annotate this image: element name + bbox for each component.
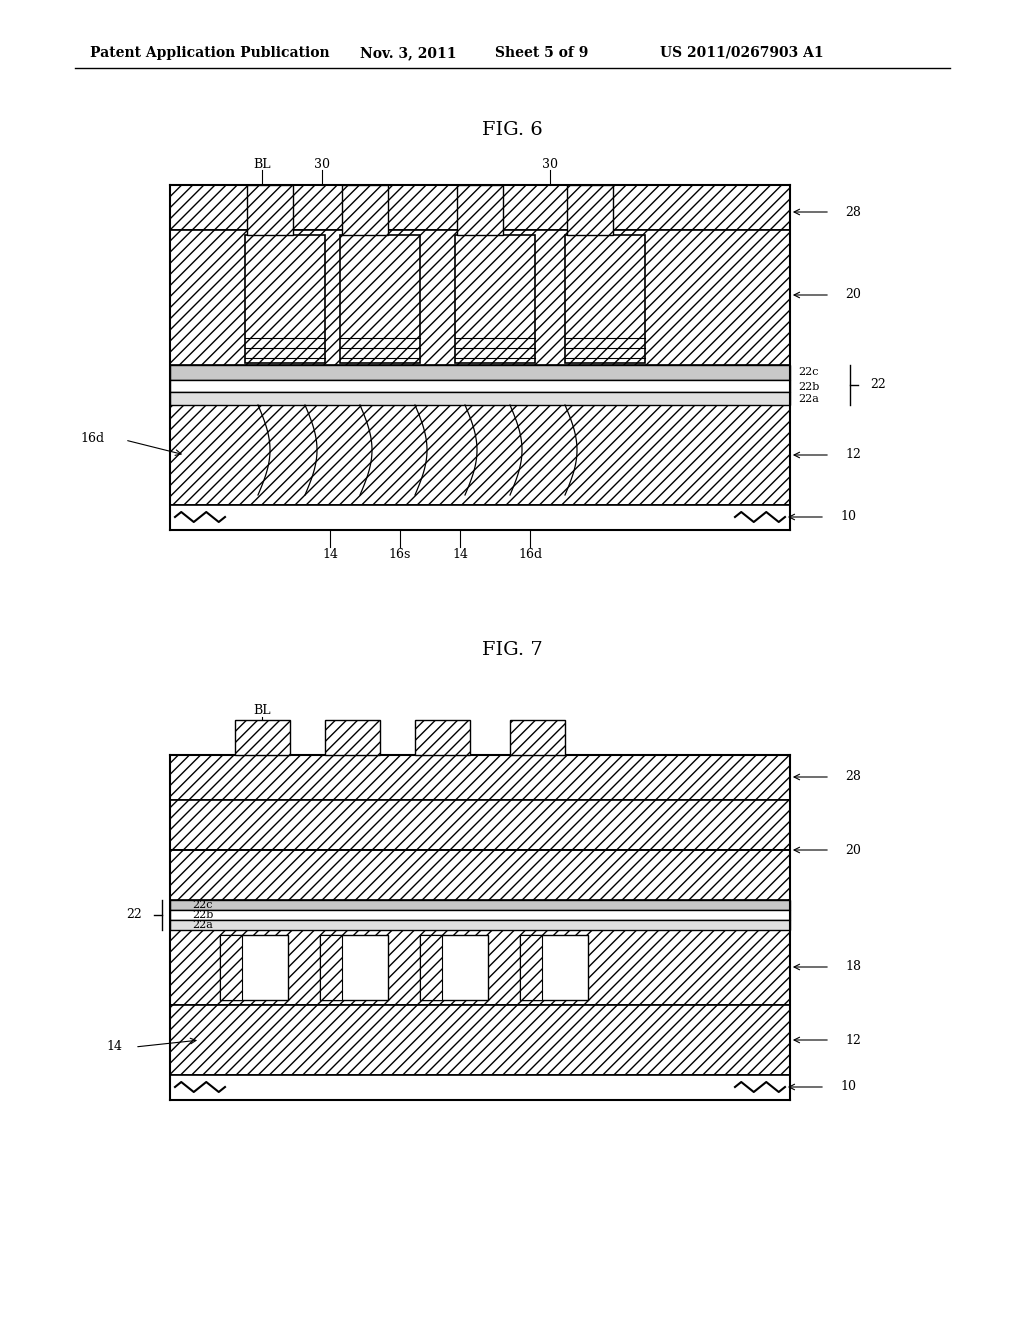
Bar <box>170 1005 790 1074</box>
Text: 28: 28 <box>845 206 861 219</box>
Bar <box>170 230 790 366</box>
Text: 14: 14 <box>452 549 468 561</box>
Text: 20: 20 <box>845 843 861 857</box>
Bar <box>170 1074 790 1100</box>
Text: 14: 14 <box>106 1040 122 1053</box>
Bar <box>170 920 790 931</box>
Bar <box>170 405 790 506</box>
Bar <box>170 931 790 1005</box>
Text: 12: 12 <box>845 1034 861 1047</box>
Text: 16s: 16s <box>389 549 412 561</box>
Text: 22: 22 <box>870 379 886 392</box>
Bar <box>170 800 790 850</box>
Text: 12: 12 <box>845 449 861 462</box>
Text: 30: 30 <box>542 158 558 172</box>
Bar <box>170 909 790 920</box>
Bar <box>457 185 503 235</box>
Text: 28: 28 <box>845 771 861 784</box>
Text: Nov. 3, 2011: Nov. 3, 2011 <box>360 46 457 59</box>
Text: 22a: 22a <box>798 393 819 404</box>
Text: BL: BL <box>253 158 270 172</box>
Bar <box>520 935 588 1001</box>
Text: 18: 18 <box>845 961 861 974</box>
Bar <box>455 235 535 363</box>
Text: 14: 14 <box>322 549 338 561</box>
Bar <box>220 935 242 1001</box>
Text: 22: 22 <box>126 908 142 921</box>
Bar <box>325 719 380 755</box>
Bar <box>170 185 790 230</box>
Text: 10: 10 <box>840 1081 856 1093</box>
Text: Patent Application Publication: Patent Application Publication <box>90 46 330 59</box>
Bar <box>520 935 542 1001</box>
Bar <box>247 185 293 235</box>
Text: US 2011/0267903 A1: US 2011/0267903 A1 <box>660 46 823 59</box>
Bar <box>342 185 388 235</box>
Bar <box>170 506 790 531</box>
Bar <box>170 366 790 380</box>
Text: 22a: 22a <box>193 920 213 931</box>
Bar <box>420 935 488 1001</box>
Bar <box>420 935 442 1001</box>
Bar <box>567 185 613 235</box>
Bar <box>565 235 645 363</box>
Text: FIG. 6: FIG. 6 <box>481 121 543 139</box>
Text: Sheet 5 of 9: Sheet 5 of 9 <box>495 46 589 59</box>
Bar <box>170 850 790 900</box>
Bar <box>170 392 790 405</box>
Bar <box>319 935 342 1001</box>
Bar <box>245 235 325 363</box>
Bar <box>319 935 388 1001</box>
Text: 16d: 16d <box>518 549 542 561</box>
Text: 22c: 22c <box>193 900 213 909</box>
Bar <box>340 235 420 363</box>
Text: 10: 10 <box>840 511 856 524</box>
Text: 16d: 16d <box>81 432 105 445</box>
Text: 22b: 22b <box>798 381 819 392</box>
Bar <box>510 719 565 755</box>
Bar <box>170 380 790 392</box>
Bar <box>170 900 790 909</box>
Bar <box>220 935 288 1001</box>
Text: 20: 20 <box>845 289 861 301</box>
Text: 22b: 22b <box>193 909 213 920</box>
Text: BL: BL <box>253 704 270 717</box>
Bar <box>170 755 790 800</box>
Text: 22c: 22c <box>798 367 818 378</box>
Bar <box>415 719 470 755</box>
Bar <box>234 719 290 755</box>
Text: FIG. 7: FIG. 7 <box>481 642 543 659</box>
Text: 30: 30 <box>314 158 330 172</box>
